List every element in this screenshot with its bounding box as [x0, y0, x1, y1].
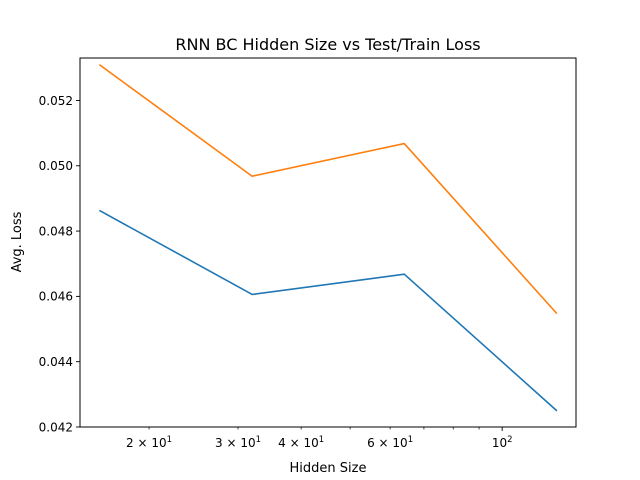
y-tick-label: 0.042: [39, 420, 73, 434]
chart-title: RNN BC Hidden Size vs Test/Train Loss: [175, 35, 480, 54]
y-tick-label: 0.050: [39, 159, 73, 173]
tick-times: ×: [375, 436, 393, 450]
x-tick-label: 102: [492, 435, 513, 450]
y-axis-label: Avg. Loss: [10, 211, 25, 272]
tick-exponent: 1: [319, 435, 324, 445]
y-tick-label: 0.052: [39, 94, 73, 108]
tick-exponent: 2: [507, 435, 512, 445]
x-axis-label: Hidden Size: [290, 461, 367, 476]
x-tick-label: 6 × 101: [367, 435, 413, 450]
tick-exponent: 1: [256, 435, 261, 445]
tick-base: 10: [303, 436, 318, 450]
y-axis-ticks: 0.042 0.044 0.046 0.048 0.050 0.052: [39, 94, 80, 434]
series-line-1: [99, 209, 558, 412]
tick-times: ×: [223, 436, 241, 450]
y-tick-label: 0.046: [39, 290, 73, 304]
tick-times: ×: [286, 436, 304, 450]
tick-times: ×: [134, 436, 152, 450]
tick-base: 10: [492, 436, 507, 450]
series-layer: [98, 64, 558, 412]
series-line-2: [98, 64, 558, 315]
tick-multiplier: 2: [126, 436, 134, 450]
tick-base: 10: [151, 436, 166, 450]
x-tick-label: 3 × 101: [215, 435, 261, 450]
tick-base: 10: [392, 436, 407, 450]
tick-multiplier: 6: [367, 436, 375, 450]
tick-multiplier: 3: [215, 436, 223, 450]
x-tick-label: 4 × 101: [278, 435, 324, 450]
tick-base: 10: [240, 436, 255, 450]
axes-frame: [79, 57, 577, 428]
tick-exponent: 1: [408, 435, 413, 445]
y-tick-label: 0.044: [39, 355, 73, 369]
x-tick-label: 2 × 101: [126, 435, 172, 450]
y-tick-label: 0.048: [39, 224, 73, 238]
tick-exponent: 1: [167, 435, 172, 445]
tick-multiplier: 4: [278, 436, 286, 450]
